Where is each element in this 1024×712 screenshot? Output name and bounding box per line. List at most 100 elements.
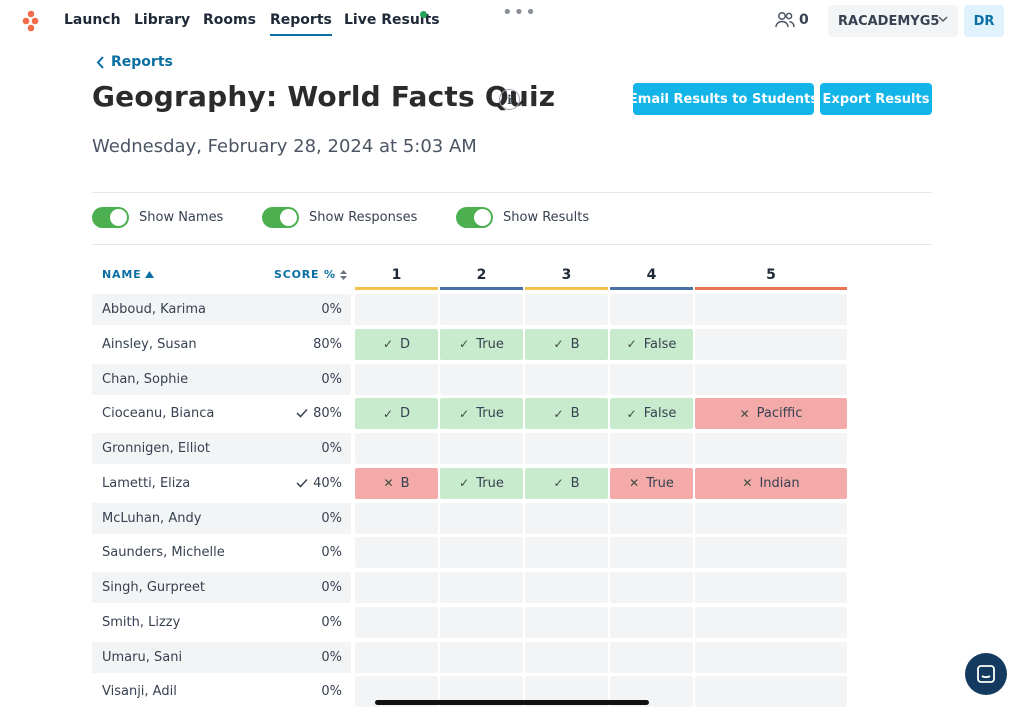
answer-cell[interactable] [355, 433, 438, 464]
answer-cell[interactable] [610, 363, 693, 395]
student-name[interactable]: Saunders, Michelle [102, 545, 225, 561]
answer-cell[interactable] [355, 606, 438, 638]
answer-cell[interactable] [440, 641, 523, 673]
answer-cell[interactable] [695, 363, 847, 395]
answer-cell[interactable]: ✓ False [610, 328, 693, 360]
table-row[interactable] [92, 433, 351, 464]
answer-cell[interactable]: ✕ True [610, 467, 693, 499]
answer-cell[interactable] [440, 433, 523, 464]
show-names-toggle[interactable] [92, 207, 129, 228]
question-header-5[interactable]: 5 [766, 267, 776, 283]
answer-cell[interactable] [355, 572, 438, 603]
student-name[interactable]: Lametti, Eliza [102, 475, 191, 491]
export-results-button[interactable]: Export Results [820, 83, 932, 115]
answer-cell[interactable] [355, 502, 438, 534]
answer-cell[interactable] [440, 572, 523, 603]
question-header-2[interactable]: 2 [476, 267, 487, 283]
nav-reports[interactable]: Reports [270, 12, 332, 36]
answer-cell[interactable] [355, 294, 438, 325]
users-icon[interactable] [775, 11, 795, 29]
answer-cell[interactable] [440, 606, 523, 638]
answer-cell[interactable] [695, 606, 847, 638]
answer-cell[interactable]: ✓ D [355, 328, 438, 360]
student-name[interactable]: Abboud, Karima [102, 302, 206, 317]
table-row[interactable] [92, 572, 351, 603]
answer-cell[interactable]: ✓ True [440, 467, 523, 499]
answer-cell[interactable]: ✕ Paciffic [695, 398, 847, 430]
answer-cell[interactable]: ✓ True [440, 328, 523, 360]
answer-cell[interactable] [525, 572, 608, 603]
app-logo-icon[interactable] [22, 10, 42, 32]
nav-live-results[interactable]: Live Results [344, 12, 440, 28]
answer-cell[interactable] [695, 641, 847, 673]
answer-cell[interactable] [610, 433, 693, 464]
answer-cell[interactable] [695, 676, 847, 708]
answer-cell[interactable] [440, 363, 523, 395]
name-column-header[interactable]: NAME [102, 268, 155, 281]
answer-cell[interactable] [525, 502, 608, 534]
answer-cell[interactable] [355, 363, 438, 395]
answer-cell[interactable]: ✓ B [525, 398, 608, 430]
answer-cell[interactable] [525, 433, 608, 464]
answer-cell[interactable] [610, 641, 693, 673]
score-column-header[interactable]: SCORE % [274, 268, 347, 281]
show-results-toggle[interactable] [456, 207, 493, 228]
more-options-icon[interactable]: ••• [502, 2, 537, 23]
table-row[interactable] [92, 641, 351, 673]
answer-cell[interactable]: ✓ D [355, 398, 438, 430]
student-name[interactable]: Ainsley, Susan [102, 336, 197, 352]
answer-cell[interactable] [695, 572, 847, 603]
student-name[interactable]: Smith, Lizzy [102, 614, 181, 630]
student-name[interactable]: Umaru, Sani [102, 649, 183, 665]
student-name[interactable]: Singh, Gurpreet [102, 580, 205, 595]
table-row[interactable] [92, 502, 351, 534]
answer-cell[interactable] [525, 363, 608, 395]
answer-cell[interactable] [695, 328, 847, 360]
answer-cell[interactable] [440, 294, 523, 325]
show-responses-toggle[interactable] [262, 207, 299, 228]
answer-cell[interactable] [610, 537, 693, 569]
chat-button[interactable] [965, 653, 1007, 695]
answer-cell[interactable] [355, 537, 438, 569]
answer-cell[interactable] [525, 537, 608, 569]
question-header-1[interactable]: 1 [391, 267, 402, 283]
table-row[interactable] [92, 363, 351, 395]
student-name[interactable]: McLuhan, Andy [102, 510, 202, 526]
info-icon[interactable]: i [499, 89, 520, 110]
nav-launch[interactable]: Launch [64, 12, 121, 28]
answer-cell[interactable] [610, 502, 693, 534]
student-name[interactable]: Visanji, Adil [102, 684, 177, 700]
answer-cell[interactable] [610, 294, 693, 325]
question-header-3[interactable]: 3 [561, 267, 572, 283]
nav-rooms[interactable]: Rooms [203, 12, 256, 28]
answer-cell[interactable] [695, 537, 847, 569]
student-name[interactable]: Cioceanu, Bianca [102, 406, 215, 422]
show-responses-label: Show Responses [309, 210, 418, 225]
student-name[interactable]: Gronnigen, Elliot [102, 441, 211, 456]
student-name[interactable]: Chan, Sophie [102, 371, 189, 387]
answer-cell[interactable] [440, 537, 523, 569]
answer-cell[interactable] [610, 572, 693, 603]
table-row[interactable] [92, 294, 351, 325]
answer-cell[interactable] [695, 294, 847, 325]
answer-cell[interactable] [355, 641, 438, 673]
answer-cell[interactable]: ✓ True [440, 398, 523, 430]
nav-library[interactable]: Library [134, 12, 191, 28]
answer-cell[interactable]: ✓ False [610, 398, 693, 430]
answer-cell[interactable] [525, 294, 608, 325]
answer-cell[interactable] [695, 433, 847, 464]
answer-cell[interactable] [695, 502, 847, 534]
answer-cell[interactable]: ✓ B [525, 467, 608, 499]
answer-cell[interactable] [610, 606, 693, 638]
answer-cell[interactable]: ✓ B [525, 328, 608, 360]
answer-cell[interactable]: ✕ B [355, 467, 438, 499]
answer-cell[interactable] [440, 502, 523, 534]
answer-cell[interactable]: ✕ Indian [695, 467, 847, 499]
back-to-reports-link[interactable]: Reports [96, 54, 173, 70]
answer-cell[interactable] [525, 606, 608, 638]
room-selector[interactable]: RACADEMYG5 [828, 5, 958, 37]
answer-cell[interactable] [525, 641, 608, 673]
email-results-button[interactable]: Email Results to Students [629, 83, 818, 115]
user-avatar[interactable]: DR [964, 5, 1004, 37]
question-header-4[interactable]: 4 [646, 267, 657, 283]
